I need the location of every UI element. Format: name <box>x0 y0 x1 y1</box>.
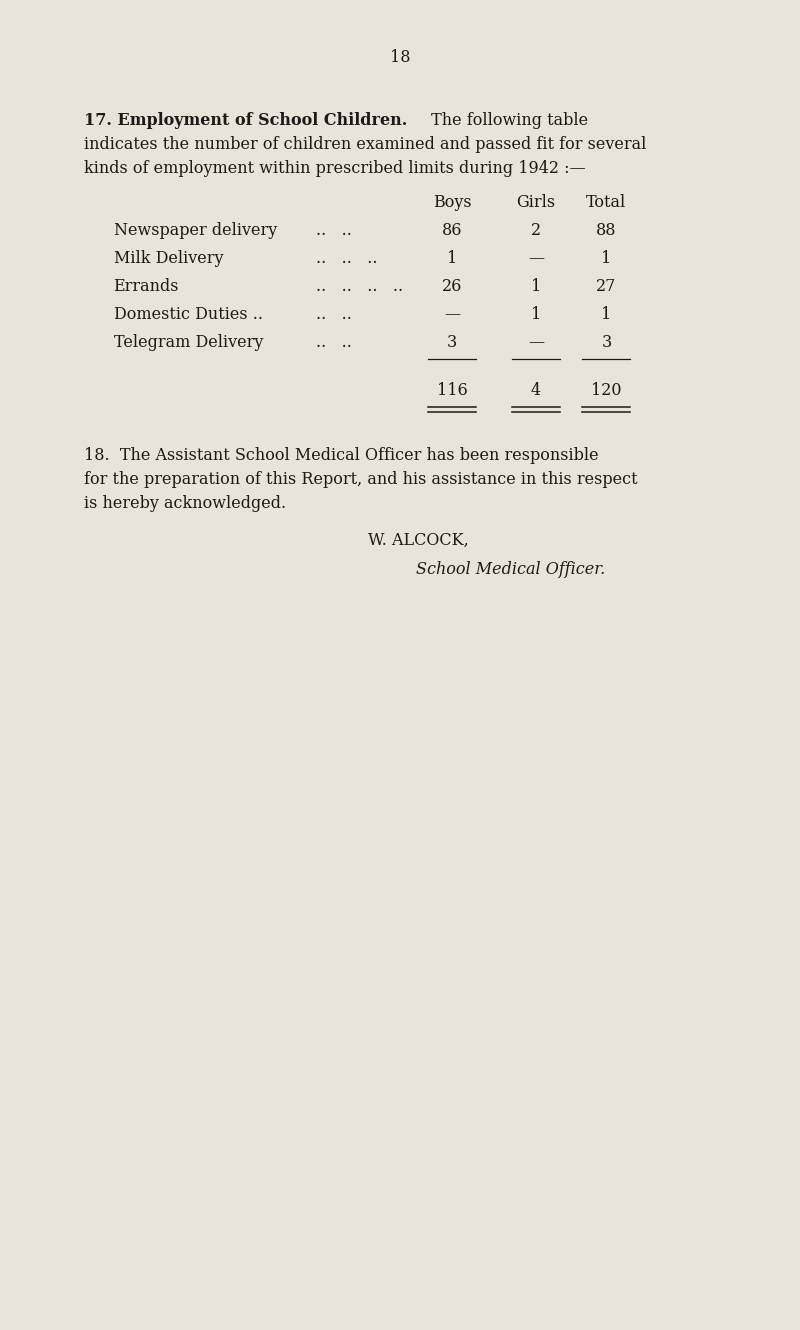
Text: Errands: Errands <box>114 278 179 295</box>
Text: 1: 1 <box>602 306 611 323</box>
Text: ..   ..   ..   ..: .. .. .. .. <box>316 278 403 295</box>
Text: The following table: The following table <box>426 112 589 129</box>
Text: ..   ..: .. .. <box>316 306 352 323</box>
Text: ..   ..: .. .. <box>316 222 352 239</box>
Text: 27: 27 <box>596 278 617 295</box>
Text: Telegram Delivery: Telegram Delivery <box>114 334 263 351</box>
Text: Total: Total <box>586 194 626 211</box>
Text: —: — <box>444 306 460 323</box>
Text: 1: 1 <box>531 306 541 323</box>
Text: for the preparation of this Report, and his assistance in this respect: for the preparation of this Report, and … <box>84 471 638 488</box>
Text: —: — <box>528 334 544 351</box>
Text: kinds of employment within prescribed limits during 1942 :—: kinds of employment within prescribed li… <box>84 160 586 177</box>
Text: W. ALCOCK,: W. ALCOCK, <box>368 532 469 549</box>
Text: 120: 120 <box>591 382 622 399</box>
Text: 3: 3 <box>447 334 457 351</box>
Text: 1: 1 <box>602 250 611 267</box>
Text: 88: 88 <box>596 222 617 239</box>
Text: 116: 116 <box>437 382 467 399</box>
Text: Newspaper delivery: Newspaper delivery <box>114 222 277 239</box>
Text: 26: 26 <box>442 278 462 295</box>
Text: 17. Employment of School Children.: 17. Employment of School Children. <box>84 112 407 129</box>
Text: —: — <box>528 250 544 267</box>
Text: Girls: Girls <box>517 194 555 211</box>
Text: is hereby acknowledged.: is hereby acknowledged. <box>84 495 286 512</box>
Text: 1: 1 <box>531 278 541 295</box>
Text: indicates the number of children examined and passed fit for several: indicates the number of children examine… <box>84 136 646 153</box>
Text: 4: 4 <box>531 382 541 399</box>
Text: 3: 3 <box>602 334 611 351</box>
Text: 1: 1 <box>447 250 457 267</box>
Text: School Medical Officer.: School Medical Officer. <box>416 561 606 579</box>
Text: 2: 2 <box>531 222 541 239</box>
Text: Milk Delivery: Milk Delivery <box>114 250 223 267</box>
Text: ..   ..: .. .. <box>316 334 352 351</box>
Text: 86: 86 <box>442 222 462 239</box>
Text: Domestic Duties ..: Domestic Duties .. <box>114 306 262 323</box>
Text: 18.  The Assistant School Medical Officer has been responsible: 18. The Assistant School Medical Officer… <box>84 447 598 464</box>
Text: ..   ..   ..: .. .. .. <box>316 250 378 267</box>
Text: Boys: Boys <box>433 194 471 211</box>
Text: 18: 18 <box>390 49 410 66</box>
